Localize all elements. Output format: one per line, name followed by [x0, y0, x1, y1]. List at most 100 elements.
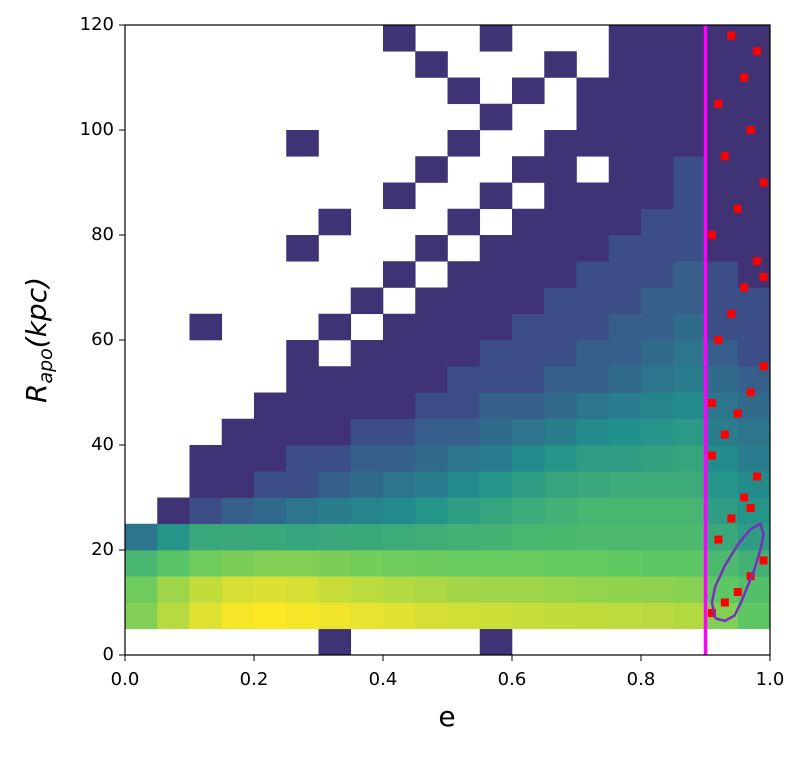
hist-cell — [415, 471, 448, 498]
hist-cell — [673, 366, 706, 393]
hist-cell — [641, 156, 674, 183]
hist-cell — [190, 209, 223, 236]
hist-cell — [479, 313, 513, 341]
hist-cell — [673, 576, 706, 603]
hist-cell — [190, 51, 223, 78]
hist-cell — [544, 576, 577, 603]
hist-cell — [125, 183, 158, 210]
hist-cell — [479, 261, 513, 288]
hist-cell — [576, 392, 610, 420]
hist-cell — [673, 156, 706, 183]
hist-cell — [157, 629, 190, 656]
hist-cell — [608, 445, 642, 472]
hist-cell — [479, 366, 513, 393]
hist-cell — [221, 523, 255, 551]
hist-cell — [157, 261, 190, 288]
hist-cell — [576, 130, 610, 157]
x-tick-label: 0.6 — [498, 669, 527, 690]
hist-cell — [737, 392, 771, 420]
y-axis-label: Rapo(kpc) — [20, 277, 57, 403]
hist-cell — [673, 523, 706, 551]
hist-cell — [673, 130, 706, 157]
hist-cell — [608, 340, 642, 367]
hist-cell — [576, 366, 610, 393]
selected-point — [746, 504, 755, 512]
hist-cell — [512, 602, 545, 630]
hist-cell — [705, 182, 739, 210]
hist-cell — [125, 576, 158, 603]
hist-cell — [673, 103, 706, 131]
hist-cell — [512, 340, 545, 367]
hist-cell — [190, 393, 223, 420]
hist-cell — [737, 182, 771, 210]
hist-cell — [383, 602, 416, 630]
hist-cell — [383, 25, 416, 52]
hist-cell — [125, 51, 158, 78]
hist-cell — [479, 340, 513, 367]
hist-cell — [125, 629, 158, 656]
hist-cell — [318, 392, 352, 420]
hist-cell — [383, 629, 416, 656]
hist-cell — [222, 51, 255, 78]
hist-cell — [157, 340, 190, 367]
hist-cell — [512, 313, 545, 341]
x-tick-label: 0.4 — [369, 669, 398, 690]
hist-cell — [351, 314, 384, 341]
hist-cell — [286, 523, 319, 551]
hist-cell — [189, 550, 223, 577]
hist-cell — [415, 261, 448, 288]
hist-cell — [673, 261, 706, 288]
hist-cell — [608, 523, 642, 551]
x-tick-label: 0.0 — [111, 669, 140, 690]
hist-cell — [157, 51, 190, 78]
hist-cell — [415, 497, 448, 525]
hist-cell — [544, 629, 577, 656]
hist-cell — [286, 78, 319, 105]
hist-cell — [318, 313, 352, 341]
hist-cell — [641, 208, 674, 236]
hist-cell — [737, 130, 771, 157]
hist-cell — [157, 471, 190, 498]
hist-cell — [641, 497, 674, 525]
hist-cell — [350, 576, 384, 603]
hist-cell — [383, 445, 416, 472]
hist-cell — [189, 471, 223, 498]
hist-cell — [222, 130, 255, 157]
hist-cell — [415, 25, 448, 52]
hist-cell — [608, 576, 642, 603]
hist-cell — [350, 418, 384, 446]
hist-cell — [351, 130, 384, 157]
hist-cell — [448, 104, 481, 131]
hist-cell — [190, 419, 223, 446]
hist-cell — [737, 25, 771, 52]
hist-cell — [576, 77, 610, 105]
hist-cell — [190, 288, 223, 315]
hist-cell — [383, 366, 416, 393]
hist-cell — [319, 183, 352, 210]
hist-cell — [286, 497, 319, 525]
hist-cell — [222, 156, 255, 183]
y-label-main: R — [20, 384, 53, 403]
hist-cell — [125, 393, 158, 420]
hist-cell — [254, 156, 287, 183]
hist-cell — [673, 602, 706, 630]
hist-cell — [254, 550, 287, 577]
hist-cell — [222, 183, 255, 210]
hist-cell — [705, 340, 739, 367]
hist-cell — [673, 418, 706, 446]
selected-point — [753, 47, 762, 56]
hist-cell — [480, 51, 513, 78]
hist-cell — [383, 497, 416, 525]
hist-cell — [415, 418, 448, 446]
hist-cell — [286, 288, 319, 315]
hist-cell — [576, 445, 610, 472]
hist-cell — [544, 287, 577, 315]
hist-cell — [512, 523, 545, 551]
hist-cell — [608, 235, 642, 262]
hist-cell — [383, 235, 416, 262]
x-axis-label: e — [438, 700, 455, 733]
hist-cell — [544, 51, 577, 78]
hist-cell — [447, 340, 481, 367]
hist-cell — [544, 182, 577, 210]
hist-cell — [383, 51, 416, 78]
